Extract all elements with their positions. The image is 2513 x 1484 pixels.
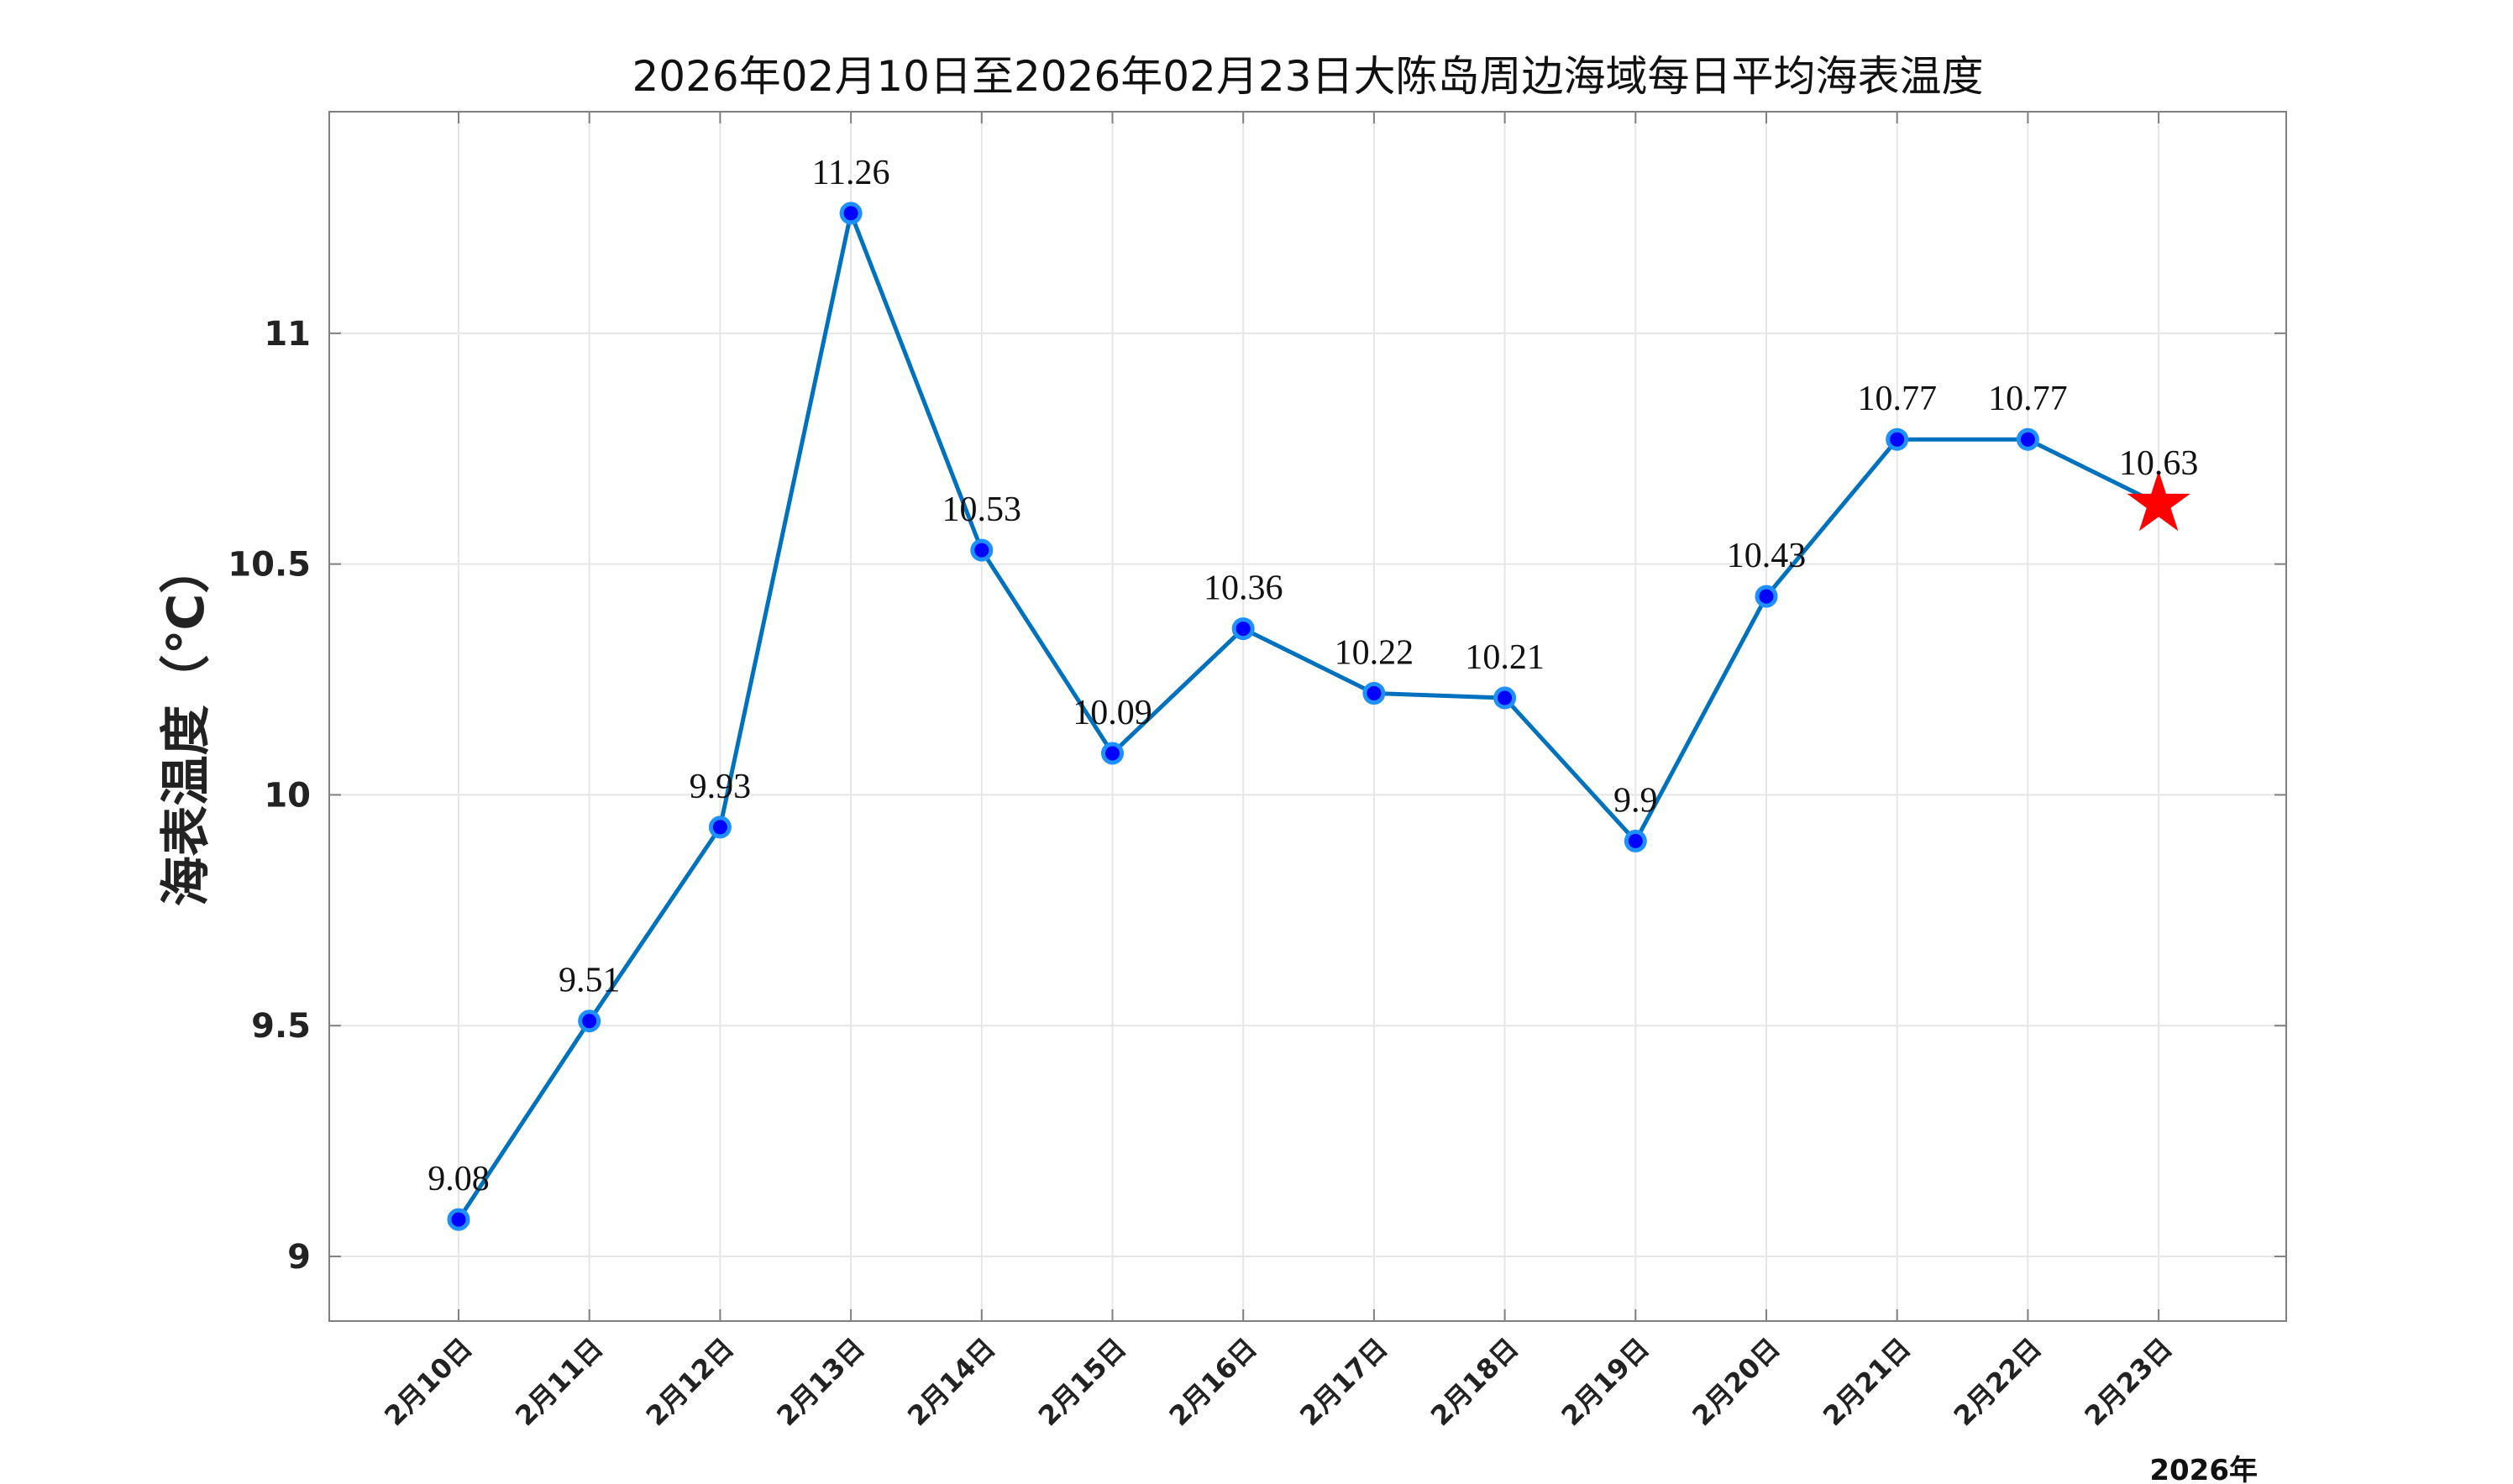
y-tick-label: 11 — [264, 315, 311, 354]
y-tick-label: 9.5 — [251, 1007, 311, 1046]
data-label: 9.9 — [1613, 781, 1658, 820]
data-label: 10.63 — [2119, 444, 2199, 483]
data-label: 10.22 — [1335, 634, 1414, 673]
highlight-star-marker — [2127, 470, 2190, 532]
series-line — [456, 211, 2160, 1221]
y-axis: 9 9.5 10 10.5 11 — [228, 315, 2286, 1277]
plot-area-frame — [328, 111, 2287, 1322]
y-tick-label: 9 — [287, 1238, 311, 1277]
data-label: 10.21 — [1465, 638, 1545, 677]
data-label: 10.77 — [1988, 380, 2068, 418]
data-point-marker — [1493, 686, 1517, 710]
series-layer — [447, 202, 2190, 1231]
data-label: 10.36 — [1204, 569, 1283, 608]
data-point-marker — [2016, 427, 2039, 451]
data-label: 9.08 — [428, 1160, 490, 1198]
data-point-marker — [1755, 585, 1778, 608]
chart-title: 2026年02月10日至2026年02月23日大陈岛周边海域每日平均海表温度 — [632, 52, 1984, 101]
data-point-marker — [1231, 617, 1255, 641]
y-tick-label: 10.5 — [228, 546, 311, 585]
data-point-marker — [1624, 829, 1647, 852]
data-label: 9.51 — [559, 962, 621, 1000]
year-label: 2026年 — [2149, 1454, 2258, 1484]
data-point-marker — [1362, 682, 1386, 705]
data-point-marker — [1101, 742, 1124, 765]
data-label: 10.43 — [1727, 537, 1807, 575]
data-point-marker — [447, 1208, 470, 1231]
data-labels: 9.08 9.51 9.93 11.26 10.53 10.09 10.36 10.22 10.… — [428, 154, 2198, 1198]
data-label: 11.26 — [812, 154, 890, 192]
data-point-marker — [578, 1009, 601, 1033]
data-label: 10.77 — [1857, 380, 1937, 418]
y-tick-label: 10 — [264, 776, 311, 815]
data-label: 10.09 — [1073, 694, 1152, 732]
data-point-marker — [708, 815, 732, 839]
grid-lines — [329, 112, 2286, 1321]
data-point-marker — [1886, 427, 1909, 451]
data-label: 10.53 — [942, 490, 1022, 529]
data-point-marker — [839, 202, 863, 225]
data-label: 9.93 — [690, 768, 752, 806]
data-point-marker — [970, 538, 994, 562]
y-axis-label: 海表温度（℃） — [157, 543, 216, 907]
